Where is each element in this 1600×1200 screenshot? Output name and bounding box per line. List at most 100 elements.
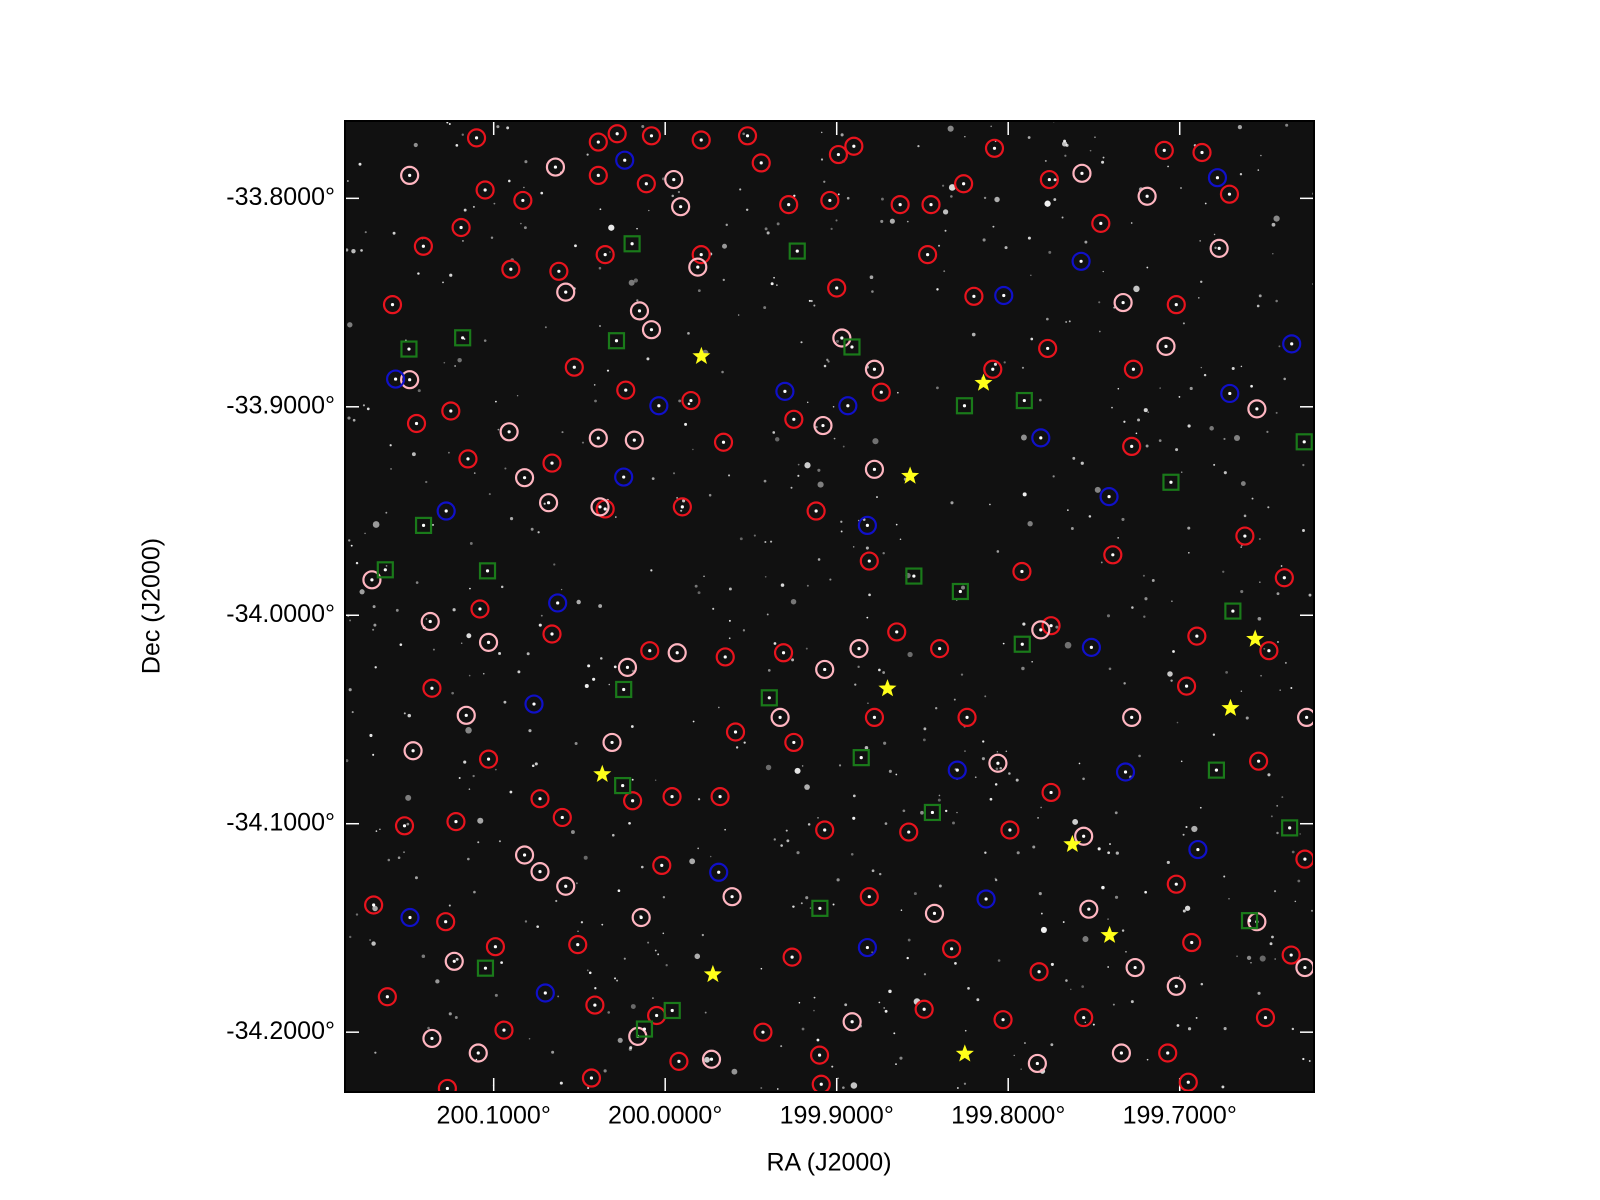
circle-marker [1038, 338, 1058, 359]
background-star [996, 550, 1000, 553]
background-star [469, 542, 473, 545]
square-marker [788, 242, 806, 260]
background-star [1180, 760, 1183, 763]
circle-marker [751, 153, 771, 173]
source-dot [1123, 770, 1128, 774]
background-star [1276, 831, 1279, 835]
background-star [1284, 661, 1287, 664]
background-star [493, 202, 496, 205]
source-dot [867, 895, 871, 899]
circle-marker [1041, 616, 1061, 636]
background-star [1144, 890, 1147, 894]
background-star [857, 665, 860, 668]
background-star [728, 587, 732, 591]
circle-marker [564, 357, 584, 377]
background-star [1178, 975, 1181, 977]
square-marker [811, 899, 829, 917]
background-star [722, 243, 728, 249]
background-star [1062, 921, 1065, 923]
background-star [1271, 935, 1274, 939]
background-star [646, 357, 650, 361]
background-star [1222, 570, 1225, 573]
background-star [1223, 437, 1226, 441]
source-dot [675, 651, 679, 655]
background-star [1102, 156, 1105, 159]
background-star [832, 405, 835, 408]
background-star [1236, 955, 1239, 958]
circle-marker [1122, 436, 1142, 457]
circle-marker [615, 150, 635, 170]
square-marker [955, 397, 974, 415]
source-dot [767, 696, 771, 700]
circle-marker [585, 995, 605, 1015]
background-star [494, 768, 497, 771]
source-dot [1082, 1015, 1086, 1020]
circle-marker [667, 643, 687, 663]
background-star [1285, 123, 1289, 127]
background-star [808, 299, 811, 302]
background-star [772, 431, 776, 434]
source-dot [930, 810, 935, 815]
background-star [593, 384, 596, 386]
background-star [1117, 537, 1119, 539]
background-star [742, 629, 746, 632]
circle-marker [1031, 620, 1051, 640]
background-star [1030, 337, 1034, 341]
circle-marker [624, 430, 644, 450]
background-star [797, 463, 800, 466]
background-star [1037, 817, 1039, 819]
circle-marker [1235, 526, 1255, 546]
background-star [837, 193, 840, 196]
source-dot [546, 501, 551, 505]
background-star [813, 1009, 815, 1012]
background-star [854, 683, 857, 686]
sky-image [345, 121, 1314, 1092]
background-star [807, 823, 811, 826]
source-dot [1228, 391, 1232, 396]
background-star [1231, 366, 1235, 370]
source-dot [1162, 148, 1166, 152]
background-star [358, 162, 362, 166]
background-star [425, 480, 428, 484]
circle-marker [1156, 336, 1176, 356]
source-dot [823, 828, 827, 832]
background-star [866, 616, 869, 619]
background-star [764, 575, 767, 578]
circle-marker [914, 999, 934, 1019]
background-star [1082, 936, 1089, 943]
background-star [829, 578, 832, 581]
background-star [883, 741, 887, 745]
background-star [836, 878, 840, 882]
background-star [1123, 420, 1126, 423]
circle-marker [691, 245, 711, 265]
background-star [411, 452, 416, 457]
background-star [813, 304, 816, 307]
background-star [800, 902, 803, 905]
background-star [776, 222, 780, 226]
background-star [718, 706, 720, 709]
background-star [530, 527, 534, 531]
background-star [1080, 461, 1084, 465]
background-star [1070, 527, 1074, 530]
background-star [395, 608, 399, 612]
background-star [900, 909, 903, 911]
circle-marker [1113, 292, 1133, 313]
source-dot [408, 378, 412, 382]
background-star [950, 195, 953, 198]
circle-marker [556, 876, 576, 896]
circle-marker [1039, 169, 1059, 190]
source-dot [907, 830, 911, 834]
background-star [1278, 345, 1281, 348]
background-star [372, 628, 375, 631]
background-star [1021, 366, 1025, 369]
background-star [523, 226, 527, 230]
source-dot [850, 1020, 854, 1024]
background-star [347, 180, 349, 182]
circle-marker [542, 453, 562, 473]
background-star [1258, 294, 1262, 298]
circle-marker [957, 707, 977, 727]
background-star [1144, 597, 1148, 601]
source-dot [408, 173, 412, 178]
background-star [588, 971, 592, 975]
circle-marker [377, 987, 397, 1007]
